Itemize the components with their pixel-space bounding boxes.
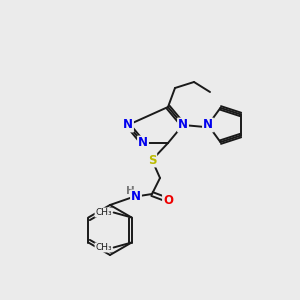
Text: N: N	[123, 118, 133, 131]
Text: N: N	[138, 136, 148, 149]
Text: CH₃: CH₃	[95, 208, 112, 217]
Text: O: O	[163, 194, 173, 206]
Text: H: H	[126, 186, 134, 196]
Text: S: S	[148, 154, 156, 166]
Text: N: N	[131, 190, 141, 203]
Text: N: N	[178, 118, 188, 131]
Text: CH₃: CH₃	[95, 243, 112, 252]
Text: N: N	[203, 118, 213, 131]
